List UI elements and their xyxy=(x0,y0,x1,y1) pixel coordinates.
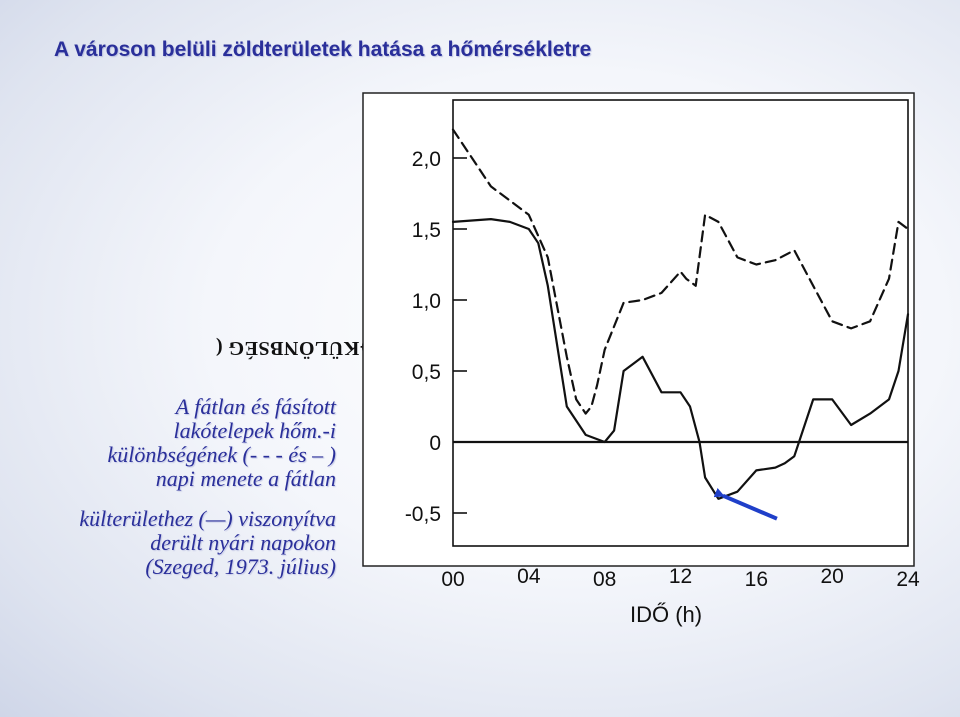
annotation-arrow xyxy=(713,487,778,521)
plot-area-border xyxy=(452,99,909,547)
tick-labels: 2,0 1,5 1,0 0,5 0 -0,5 00 04 08 12 16 20 24 xyxy=(405,148,920,591)
y-tick-label: 0,5 xyxy=(412,361,441,384)
y-tick-label: 1,5 xyxy=(412,219,441,242)
y-tick-label: -0,5 xyxy=(405,503,441,526)
annotations xyxy=(713,487,778,521)
y-tick-label: 2,0 xyxy=(412,148,441,171)
y-tick-label: 0 xyxy=(429,432,441,455)
x-tick-label: 04 xyxy=(517,565,541,588)
data-series xyxy=(451,128,910,500)
caption-line-7: (Szeged, 1973. július) xyxy=(145,554,336,579)
x-tick-label: 20 xyxy=(820,565,843,588)
plot-frame xyxy=(362,92,915,567)
caption-line-5: külterülethez (—) viszonyítva xyxy=(79,506,336,531)
x-tick-label: 24 xyxy=(896,568,920,591)
x-axis-title: IDŐ (h) xyxy=(630,602,703,627)
slide-title: A városon belüli zöldterületek hatása a … xyxy=(54,38,592,61)
caption-line-1: A fátlan és fásított xyxy=(175,394,336,419)
caption-line-2: lakótelepek hőm.-i xyxy=(173,418,337,443)
x-tick-label: 08 xyxy=(593,568,616,591)
chart-caption: A fátlan és fásított lakótelepek hőm.-i … xyxy=(6,395,336,579)
axis-ticks xyxy=(453,157,908,514)
x-tick-label: 16 xyxy=(745,568,768,591)
solid-series-line xyxy=(451,218,910,500)
caption-line-6: derült nyári napokon xyxy=(150,530,336,555)
x-tick-label: 00 xyxy=(441,568,464,591)
dashed-series-line xyxy=(451,128,910,415)
x-tick-label: 12 xyxy=(669,565,692,588)
y-tick-label: 1,0 xyxy=(412,290,441,313)
caption-line-4: napi menete a fátlan xyxy=(155,466,336,491)
caption-line-3: különbségének (- - - és – ) xyxy=(107,442,336,467)
